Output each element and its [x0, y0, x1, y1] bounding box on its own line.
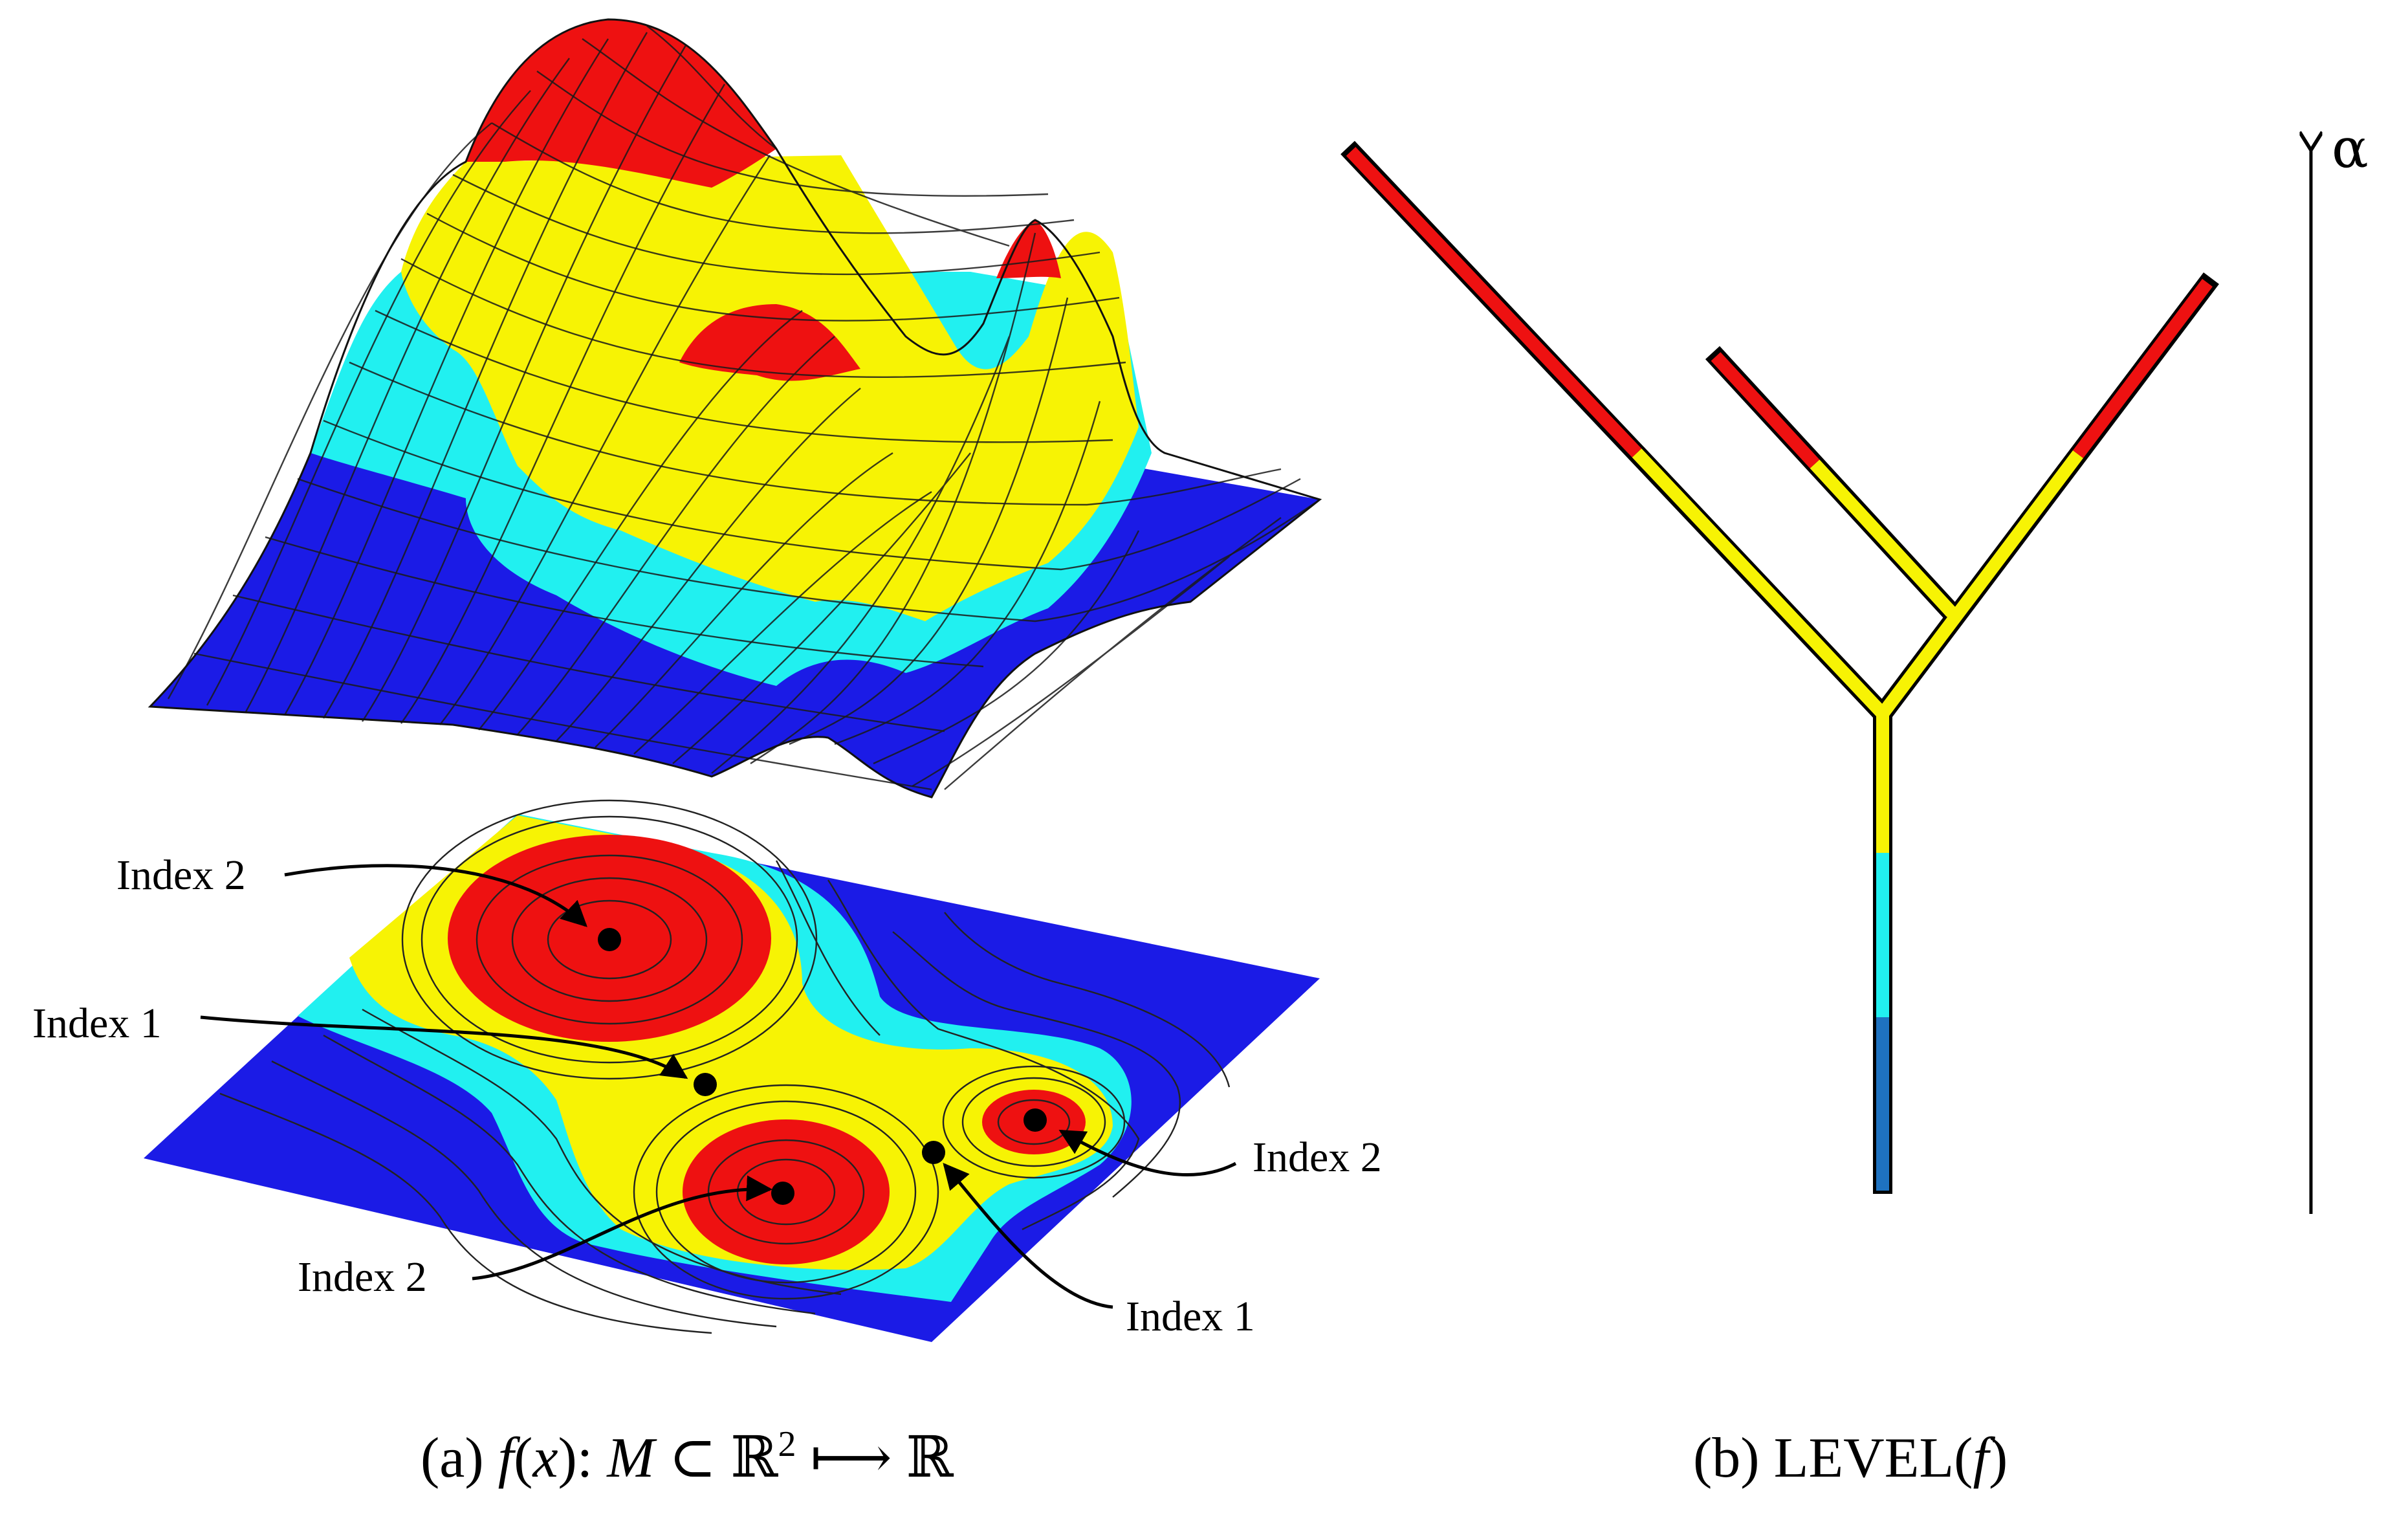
- label-arrows: [200, 864, 1237, 1309]
- arrow-top-max: [284, 864, 587, 927]
- arrow-bottom-saddle: [943, 1162, 1113, 1309]
- tree-left-red: [1346, 147, 1642, 457]
- surface-cap-red-middle: [679, 304, 860, 381]
- surface-plot: [148, 18, 1322, 799]
- arrow-bottom-max: [472, 1175, 772, 1281]
- tree-left-yellow: [1632, 448, 1888, 718]
- label-bottom-max: Index 2: [298, 1253, 427, 1301]
- arrow-right-max: [1058, 1129, 1237, 1177]
- caption-right-prefix: (b) LEVEL(: [1693, 1427, 1973, 1490]
- caption-right: (b) LEVEL(f): [1693, 1427, 2008, 1490]
- surface-cap-red-main: [466, 19, 776, 188]
- caption-left-paren-open: (: [514, 1427, 532, 1490]
- caption-left-x: x: [531, 1427, 558, 1490]
- caption-left-prefix: (a): [421, 1427, 498, 1490]
- alpha-axis: α: [2311, 116, 2369, 1214]
- tree-right-yellow: [1877, 450, 2083, 718]
- alpha-axis-label: α: [2332, 116, 2369, 180]
- critical-point-saddle-left: [694, 1073, 717, 1096]
- caption-left: (a) f(x): M ⊂ ℝ2 ⟼ ℝ: [421, 1424, 954, 1490]
- critical-point-saddle-right: [922, 1141, 945, 1164]
- surface-outline: [148, 18, 1322, 799]
- caption-right-suffix: ): [1989, 1427, 2008, 1490]
- tree-junction-inner: [1944, 605, 1957, 618]
- caption-left-paren-close: ):: [558, 1427, 607, 1490]
- tree-inner-red: [1711, 352, 1820, 468]
- label-bottom-saddle: Index 1: [1126, 1293, 1255, 1340]
- arrow-left-saddle: [200, 1015, 688, 1079]
- tree-inner-yellow: [1810, 459, 1956, 616]
- critical-point-max-top: [598, 928, 621, 951]
- caption-left-sup: 2: [778, 1424, 796, 1464]
- label-top-max: Index 2: [116, 852, 246, 899]
- caption-left-maps: ⟼ ℝ: [796, 1427, 954, 1490]
- contour-plot: Index 2 Index 1 Index 2 Index 2 Index 1: [32, 799, 1382, 1342]
- tree-right-red: [2073, 278, 2213, 459]
- critical-point-max-bottom: [771, 1182, 794, 1205]
- tree-junction-main: [1876, 707, 1889, 720]
- level-tree: [1341, 140, 2219, 1194]
- surface-mesh: [167, 32, 1282, 790]
- caption-left-M: M: [606, 1427, 657, 1490]
- contour-lines: [219, 799, 1231, 1334]
- tree-outline: [1341, 140, 2219, 1194]
- caption-left-subset: ⊂ ℝ: [655, 1427, 779, 1490]
- label-right-max: Index 2: [1253, 1134, 1382, 1181]
- surface-mesh-cross: [193, 25, 1320, 791]
- critical-point-max-right: [1023, 1108, 1047, 1132]
- label-left-saddle: Index 1: [32, 1000, 162, 1047]
